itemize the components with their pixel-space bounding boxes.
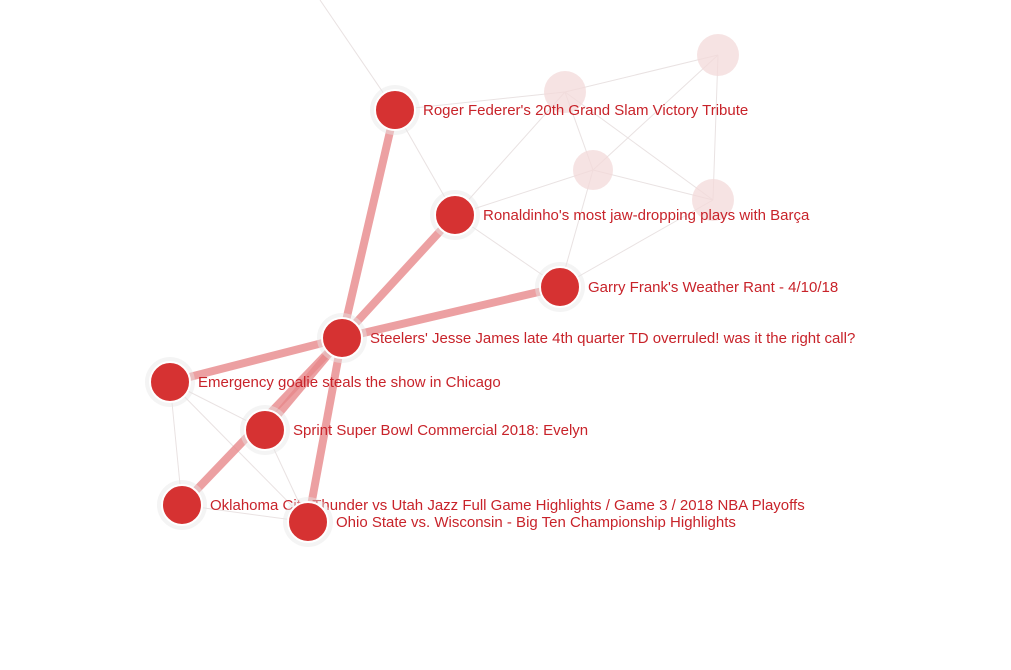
node-label[interactable]: Ohio State vs. Wisconsin - Big Ten Champ…	[336, 514, 736, 531]
node-steelers[interactable]: Steelers' Jesse James late 4th quarter T…	[317, 313, 855, 363]
faded-node	[697, 34, 739, 76]
faded-node	[573, 150, 613, 190]
edge-steelers-goalie	[169, 334, 343, 386]
node-label[interactable]: Garry Frank's Weather Rant - 4/10/18	[588, 279, 838, 296]
node-circle[interactable]	[244, 409, 286, 451]
node-ohio[interactable]: Ohio State vs. Wisconsin - Big Ten Champ…	[283, 497, 736, 547]
node-label[interactable]: Steelers' Jesse James late 4th quarter T…	[370, 330, 855, 347]
node-label[interactable]: Emergency goalie steals the show in Chic…	[198, 374, 501, 391]
node-circle[interactable]	[539, 266, 581, 308]
edges-layer	[169, 109, 561, 523]
faded-node	[544, 71, 586, 113]
node-circle[interactable]	[287, 501, 329, 543]
node-goalie[interactable]: Emergency goalie steals the show in Chic…	[145, 357, 501, 407]
node-circle[interactable]	[321, 317, 363, 359]
node-circle[interactable]	[374, 89, 416, 131]
node-federer[interactable]: Roger Federer's 20th Grand Slam Victory …	[370, 85, 748, 135]
node-label[interactable]: Ronaldinho's most jaw-dropping plays wit…	[483, 207, 810, 224]
faded-node	[692, 179, 734, 221]
node-circle[interactable]	[149, 361, 191, 403]
node-circle[interactable]	[434, 194, 476, 236]
node-label[interactable]: Roger Federer's 20th Grand Slam Victory …	[423, 102, 748, 119]
nodes-layer: Roger Federer's 20th Grand Slam Victory …	[145, 85, 855, 547]
edge-steelers-frank	[341, 283, 561, 342]
node-okc[interactable]: Oklahoma City Thunder vs Utah Jazz Full …	[157, 480, 805, 530]
node-sprint[interactable]: Sprint Super Bowl Commercial 2018: Evely…	[240, 405, 588, 455]
edge-steelers-ronaldinho	[339, 212, 458, 341]
node-label[interactable]: Sprint Super Bowl Commercial 2018: Evely…	[293, 422, 588, 439]
node-label[interactable]: Oklahoma City Thunder vs Utah Jazz Full …	[210, 497, 805, 514]
node-ronaldinho[interactable]: Ronaldinho's most jaw-dropping plays wit…	[430, 190, 810, 240]
edge-steelers-ohio	[304, 337, 346, 523]
node-frank[interactable]: Garry Frank's Weather Rant - 4/10/18	[535, 262, 838, 312]
node-circle[interactable]	[161, 484, 203, 526]
edge-steelers-federer	[338, 109, 399, 339]
